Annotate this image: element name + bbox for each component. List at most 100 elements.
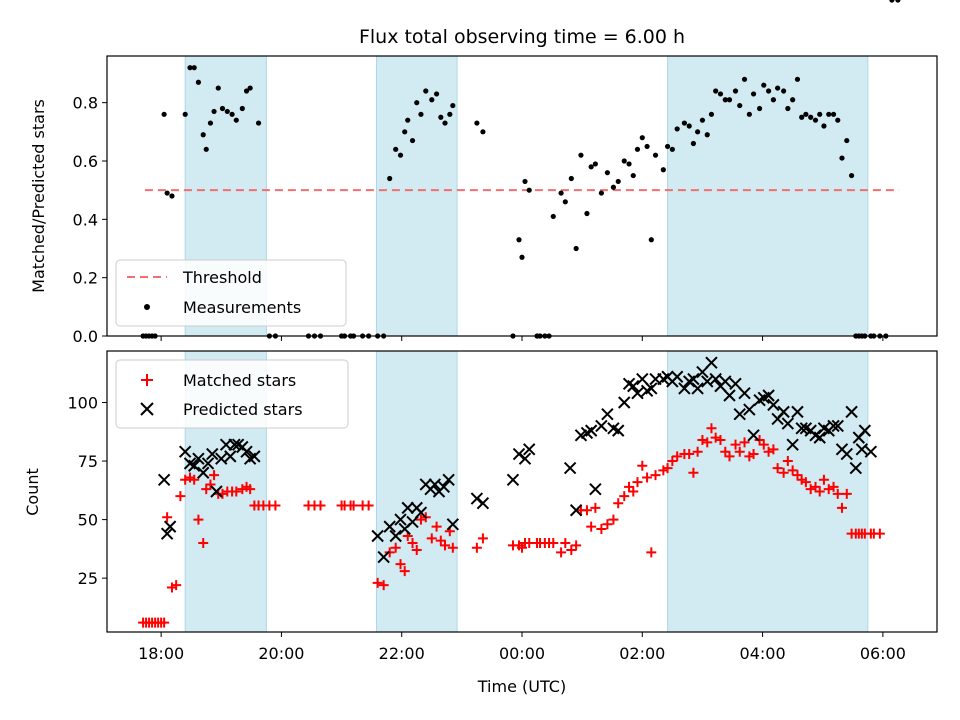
matched-star-point <box>407 538 418 549</box>
matched-star-point <box>800 477 811 488</box>
measurement-point <box>450 102 456 109</box>
predicted-star-point <box>678 382 691 395</box>
measurement-point <box>164 190 170 196</box>
legend-threshold-label: Threshold <box>182 268 262 287</box>
measurement-point <box>756 105 763 112</box>
predicted-star-point <box>437 480 451 494</box>
measurement-point <box>418 111 424 117</box>
matched-star-point <box>628 486 639 497</box>
matched-star-point <box>772 463 783 474</box>
matched-star-point <box>706 423 717 434</box>
x-tick-label: 06:00 <box>860 644 906 663</box>
measurement-point <box>674 126 680 132</box>
measurement-point <box>588 164 594 170</box>
measurement-point <box>826 111 832 117</box>
measurement-point <box>746 111 752 117</box>
predicted-star-point <box>791 405 804 419</box>
matched-star-point <box>171 580 182 591</box>
predicted-star-point <box>414 506 428 519</box>
bottom-y-axis-label: Count <box>23 468 42 516</box>
measurement-point <box>621 158 627 164</box>
measurement-point <box>215 85 221 91</box>
x-tick-label: 18:00 <box>138 644 184 663</box>
measurement-point <box>626 161 632 167</box>
predicted-star-point <box>670 370 684 383</box>
measurement-point <box>598 190 604 196</box>
predicted-star-point <box>612 424 625 437</box>
measurement-point <box>187 65 193 71</box>
matched-star-point <box>662 463 673 474</box>
predicted-star-point <box>569 504 583 517</box>
predicted-star-point <box>618 396 631 409</box>
top-legend-box <box>115 259 347 327</box>
matched-star-point <box>768 444 779 455</box>
measurement-point <box>191 65 197 71</box>
matched-star-point <box>431 521 442 532</box>
matched-star-point <box>556 547 567 558</box>
matched-star-point <box>642 472 653 483</box>
measurement-point <box>195 79 202 85</box>
measurement-point <box>812 117 819 123</box>
predicted-star-point <box>442 473 455 486</box>
predicted-star-point <box>827 419 840 433</box>
measurement-point <box>686 123 692 129</box>
predicted-star-point <box>767 398 780 412</box>
matched-star-point <box>646 547 657 558</box>
predicted-star-point <box>845 405 858 419</box>
matched-star-point <box>581 505 592 516</box>
predicted-star-point <box>705 356 718 369</box>
matched-star-point <box>602 519 613 530</box>
measurement-point <box>639 135 645 141</box>
measurement-point <box>722 97 728 103</box>
matched-star-point <box>836 502 847 513</box>
matched-star-point <box>411 545 422 556</box>
measurement-point <box>229 111 235 117</box>
predicted-star-point <box>762 389 775 402</box>
matched-star-point <box>189 474 200 485</box>
bottom-y-tick-label: 50 <box>78 511 98 530</box>
x-tick-label: 00:00 <box>499 644 545 663</box>
matched-star-point <box>159 617 170 628</box>
matched-star-point <box>739 437 750 448</box>
matched-star-point <box>270 500 281 511</box>
matched-star-point <box>613 498 624 509</box>
measurement-point <box>519 254 525 260</box>
predicted-star-point <box>201 457 215 470</box>
measurement-point <box>664 143 671 150</box>
matched-star-point <box>399 566 410 577</box>
measurement-point <box>405 117 411 123</box>
predicted-star-point <box>394 513 407 526</box>
measurement-point <box>741 76 748 82</box>
predicted-star-point <box>636 372 649 386</box>
predicted-star-point <box>729 377 742 390</box>
measurement-point <box>393 146 399 152</box>
matched-star-point <box>814 486 825 497</box>
predicted-star-point <box>691 382 704 395</box>
matched-star-point <box>787 465 798 476</box>
matched-star-point <box>818 474 829 485</box>
matched-star-point <box>447 542 458 553</box>
bottom-y-tick-label: 100 <box>67 394 98 413</box>
measurement-point <box>615 178 621 185</box>
matched-star-point <box>426 533 437 544</box>
measurement-point <box>695 129 701 135</box>
predicted-star-point <box>743 403 756 416</box>
matched-star-point <box>715 434 726 445</box>
matched-star-point <box>632 477 643 488</box>
measurement-point <box>848 172 855 179</box>
x-tick-label: 04:00 <box>740 644 786 663</box>
predicted-star-point <box>188 459 201 472</box>
predicted-star-point <box>210 485 223 498</box>
predicted-star-point <box>157 473 171 486</box>
matched-star-point <box>193 514 204 525</box>
top-legend: Threshold Measurements <box>115 259 347 327</box>
measurement-point <box>480 129 486 135</box>
matched-star-point <box>637 460 648 471</box>
predicted-star-point <box>506 473 520 486</box>
top-y-tick-label: 0.6 <box>73 152 98 171</box>
matched-star-point <box>175 491 186 502</box>
predicted-star-point <box>631 386 644 400</box>
predicted-star-point <box>160 527 174 540</box>
matched-star-point <box>688 467 699 478</box>
